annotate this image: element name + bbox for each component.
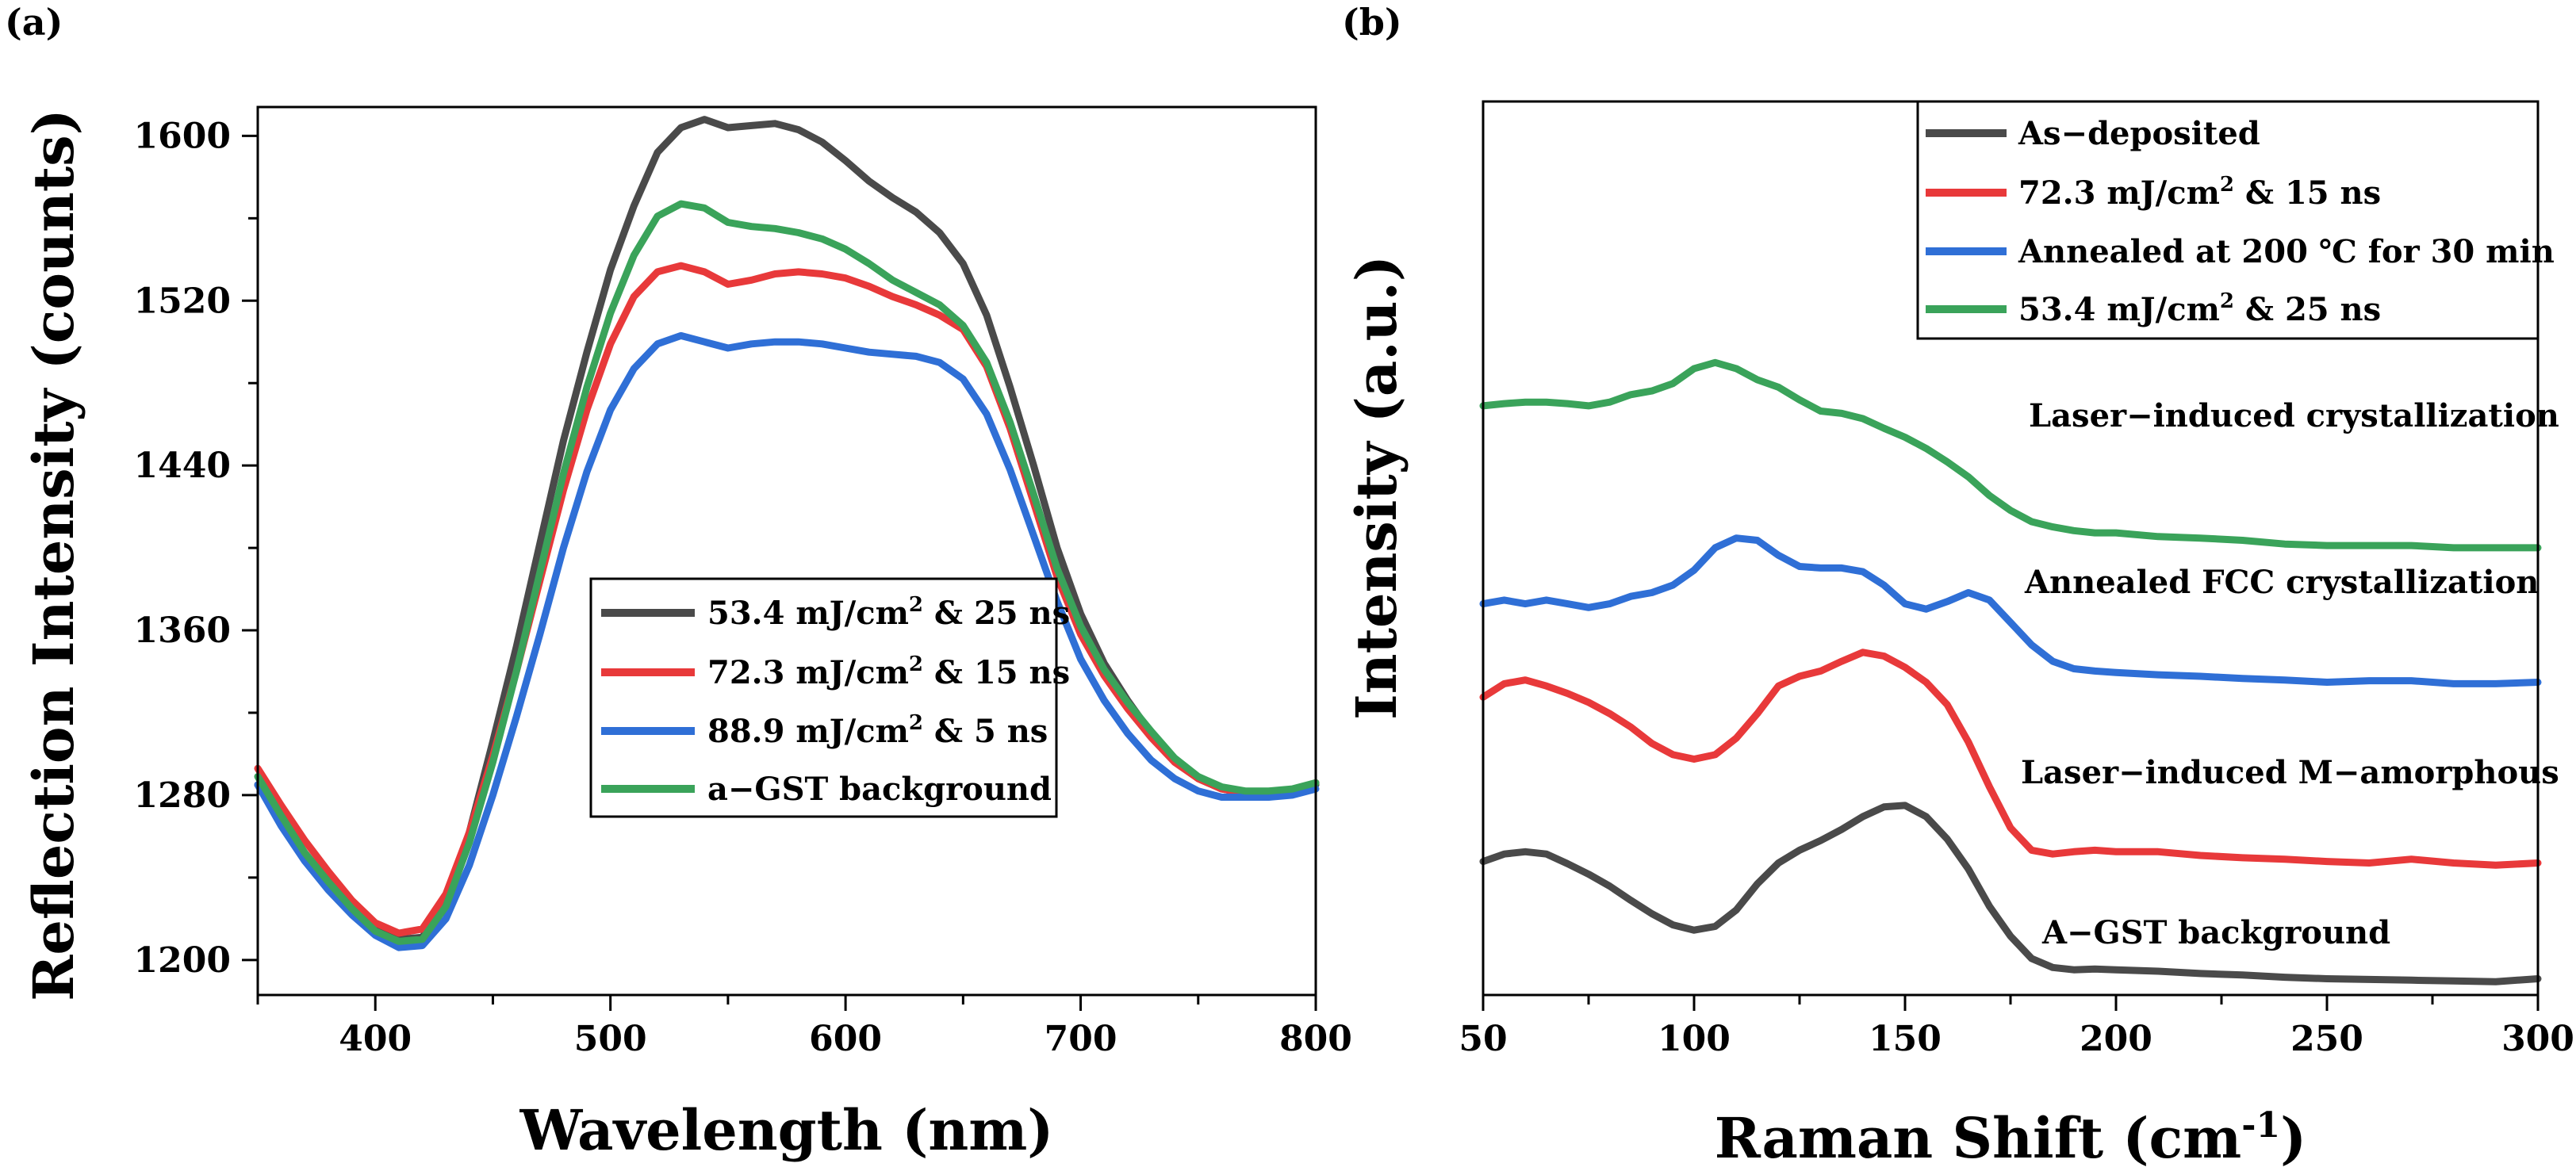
chart-b-x-tick-label: 300	[2501, 1019, 2574, 1059]
chart-b-annotation: A−GST background	[2041, 914, 2390, 951]
chart-b-series-line	[1479, 534, 2542, 687]
panel-a-label: (a)	[5, 1, 63, 44]
chart-a-y-tick-label: 1600	[134, 116, 231, 156]
chart-a-y-tick-label: 1280	[134, 775, 231, 816]
chart-a-y-tick-label: 1200	[134, 940, 231, 981]
chart-a: 400 500 600 700 800 1200 1280 1360 1440 1520 1600…	[21, 105, 1352, 1163]
chart-b-x-tick-label: 150	[1869, 1019, 1942, 1059]
chart-b-series-line	[1479, 802, 2542, 985]
chart-a-x-tick-label: 400	[339, 1019, 412, 1059]
chart-a-x-tick-label: 800	[1279, 1019, 1352, 1059]
chart-b-legend-box	[1916, 100, 2540, 340]
chart-a-x-tick-label: 600	[809, 1019, 882, 1059]
chart-b-legend: As−deposited 72.3 mJ/cm2 & 15 ns Anneale…	[1916, 100, 2555, 340]
chart-a-x-tick-label: 700	[1045, 1019, 1117, 1059]
chart-a-legend-label: 72.3 mJ/cm2 & 15 ns	[707, 652, 1070, 691]
chart-b-series-line	[1479, 358, 2542, 552]
chart-a-legend-label: 53.4 mJ/cm2 & 25 ns	[707, 593, 1070, 632]
chart-b-x-tick-label: 200	[2080, 1019, 2152, 1059]
chart-b-annotation: Laser−induced crystallization	[2029, 397, 2559, 434]
chart-a-x-tick-label: 500	[574, 1019, 647, 1059]
chart-b-legend-label: 72.3 mJ/cm2 & 15 ns	[2018, 173, 2381, 212]
chart-b-legend-label: As−deposited	[2018, 115, 2260, 152]
chart-b-annotation: Laser−induced M−amorphous	[2021, 754, 2559, 791]
chart-b-x-tick-label: 100	[1658, 1019, 1731, 1059]
chart-b-annotation: Annealed FCC crystallization	[2024, 564, 2539, 601]
chart-b-x-axis-title: Raman Shift (cm-1)	[1715, 1105, 2307, 1171]
panel-b-label: (b)	[1342, 1, 1402, 44]
chart-b-y-axis-title: Intensity (a.u.)	[1344, 255, 1409, 720]
chart-b-series-line	[1479, 649, 2542, 869]
chart-a-y-axis: 1200 1280 1360 1440 1520 1600	[134, 116, 258, 981]
chart-a-legend-label: a−GST background	[707, 771, 1052, 808]
chart-a-series-line	[254, 200, 1320, 945]
chart-a-y-axis-title: Reflection Intensity (counts)	[21, 109, 86, 1001]
chart-a-x-axis: 400 500 600 700 800	[256, 995, 1352, 1059]
chart-a-legend: 53.4 mJ/cm2 & 25 ns 72.3 mJ/cm2 & 15 ns …	[589, 577, 1070, 818]
chart-b-series-group	[1479, 358, 2542, 985]
chart-b-legend-label: 53.4 mJ/cm2 & 25 ns	[2018, 289, 2381, 328]
chart-b-x-tick-label: 50	[1459, 1019, 1507, 1059]
chart-b: 50 100 150 200 250 300 Raman Shift (cm-1) Int…	[1344, 100, 2574, 1171]
chart-a-x-axis-title: Wavelength (nm)	[519, 1097, 1054, 1163]
chart-b-x-axis: 50 100 150 200 250 300	[1459, 995, 2574, 1059]
chart-a-y-tick-label: 1440	[134, 446, 231, 486]
chart-a-series-group	[254, 116, 1320, 951]
chart-a-legend-box	[589, 577, 1058, 818]
chart-a-y-tick-label: 1360	[134, 610, 231, 651]
chart-a-legend-label: 88.9 mJ/cm2 & 5 ns	[707, 711, 1048, 750]
chart-b-legend-label: Annealed at 200 ℃ for 30 min	[2018, 233, 2555, 270]
chart-a-series-line	[254, 331, 1320, 951]
chart-a-plot-frame	[256, 105, 1317, 997]
chart-b-x-tick-label: 250	[2290, 1019, 2363, 1059]
chart-a-y-tick-label: 1520	[134, 281, 231, 321]
chart-a-series-line	[254, 262, 1320, 937]
